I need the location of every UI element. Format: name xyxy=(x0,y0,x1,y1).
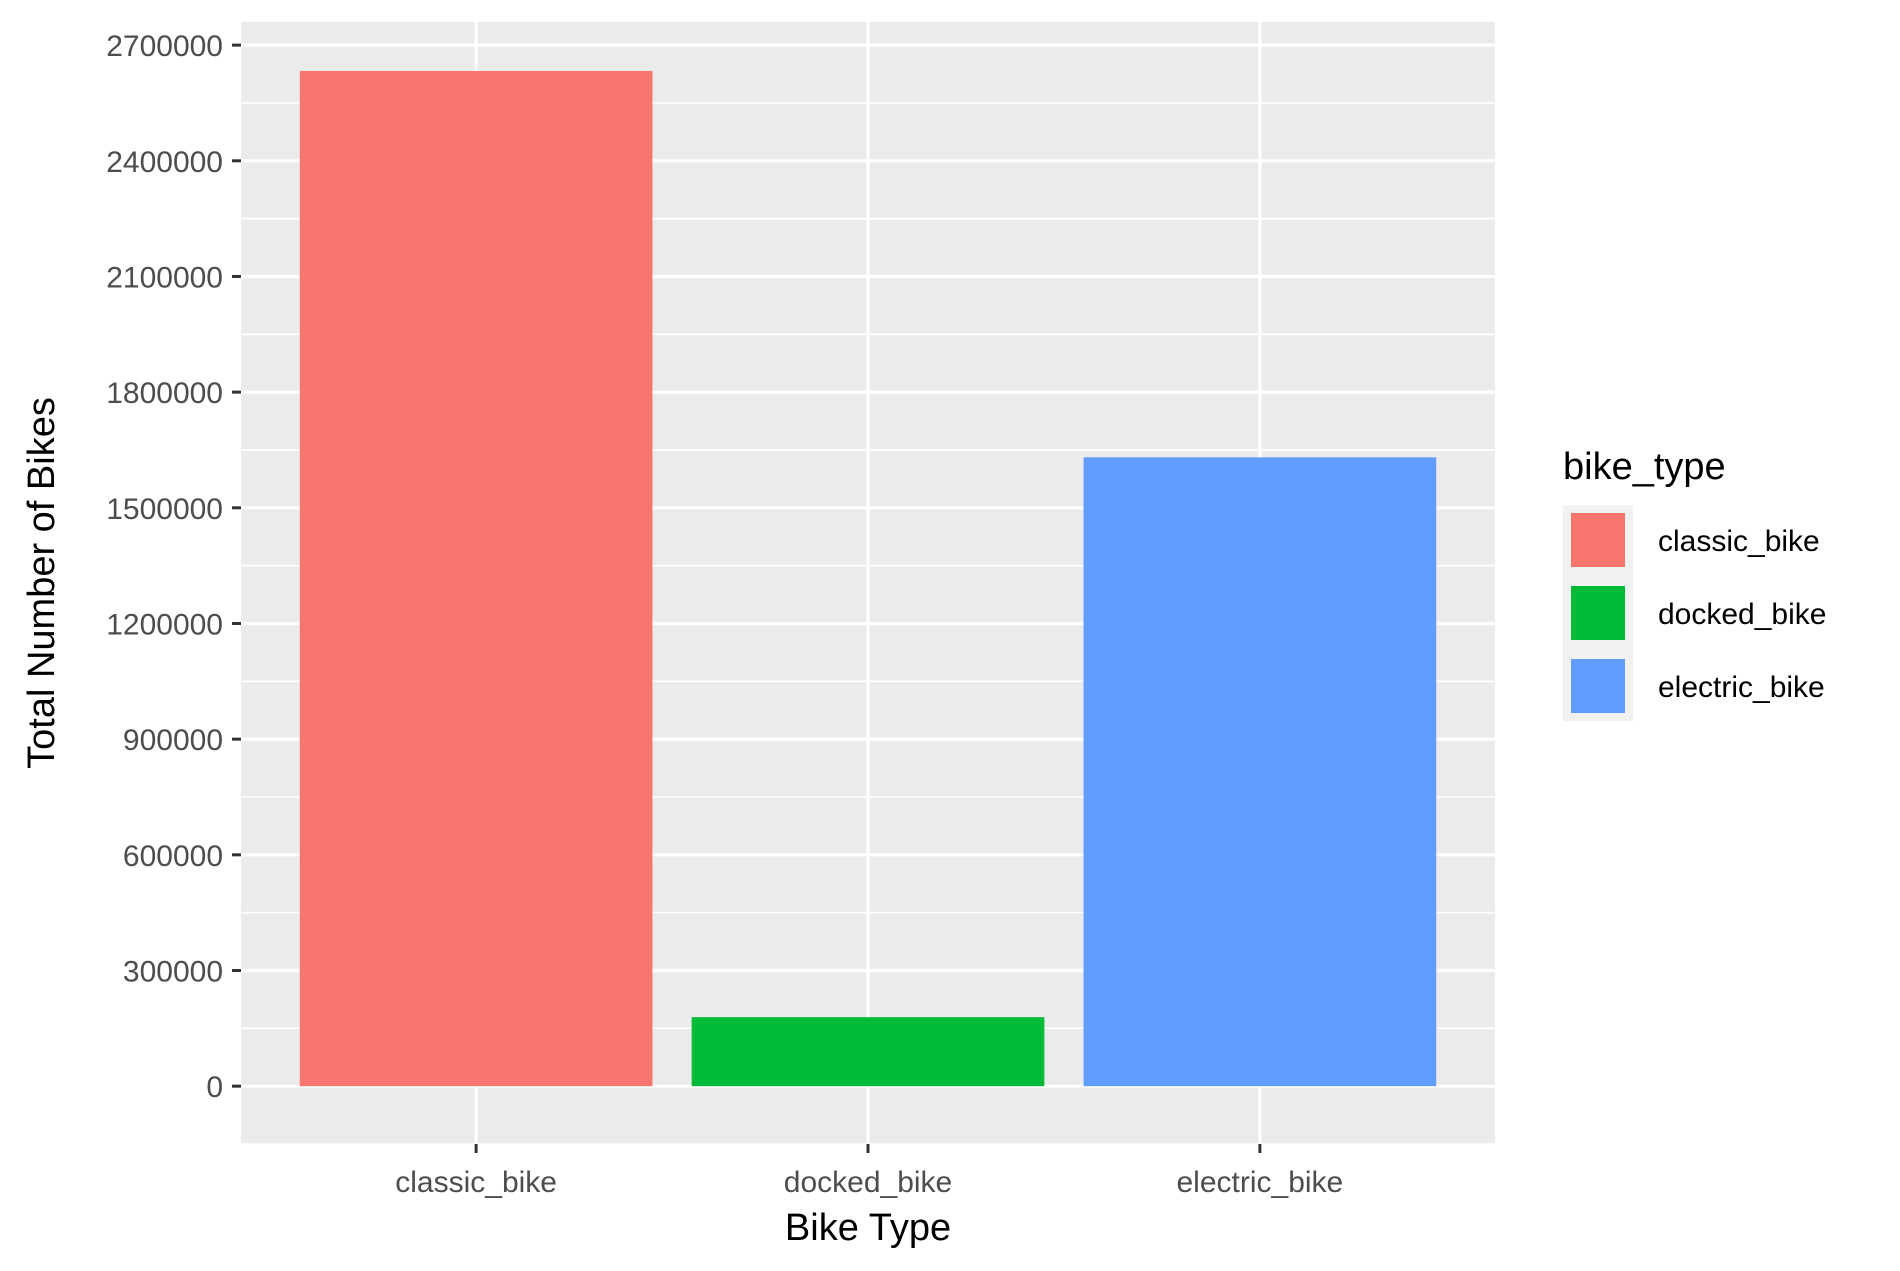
bar-electric-bike xyxy=(1083,457,1437,1087)
y-axis: 0 300000 600000 900000 1200000 1500000 1800000… xyxy=(106,30,241,1104)
y-tick-label: 2700000 xyxy=(106,30,223,63)
y-tick-label: 0 xyxy=(206,1071,223,1104)
legend-keys: classic_bike docked_bike electric_bike xyxy=(1563,505,1826,721)
legend-swatch-docked-bike xyxy=(1571,586,1625,640)
y-tick-label: 1200000 xyxy=(106,608,223,641)
x-tick-label: docked_bike xyxy=(784,1166,952,1199)
bar-classic-bike xyxy=(299,70,653,1087)
legend-title: bike_type xyxy=(1563,446,1726,488)
legend: bike_type classic_bike docked_bikeelectri… xyxy=(1563,446,1826,721)
legend-swatch-electric-bike xyxy=(1571,659,1625,713)
x-tick-label: electric_bike xyxy=(1177,1166,1344,1199)
y-tick-label: 1800000 xyxy=(106,377,223,410)
y-tick-label: 600000 xyxy=(123,840,223,873)
bar-docked-bike xyxy=(691,1017,1045,1087)
x-axis: classic_bike docked_bike electric_bike xyxy=(395,1144,1343,1199)
y-tick-label: 900000 xyxy=(123,724,223,757)
legend-label: docked_bike xyxy=(1658,598,1826,631)
y-tick-label: 1500000 xyxy=(106,493,223,526)
y-tick-label: 300000 xyxy=(123,955,223,988)
bars xyxy=(299,70,1437,1087)
y-axis-title: Total Number of Bikes xyxy=(21,397,63,769)
legend-label: classic_bike xyxy=(1658,525,1820,558)
y-tick-label: 2100000 xyxy=(106,261,223,294)
x-tick-label: classic_bike xyxy=(395,1166,557,1199)
y-tick-label: 2400000 xyxy=(106,146,223,179)
legend-swatch-classic-bike xyxy=(1571,513,1625,567)
legend-label: electric_bike xyxy=(1658,671,1825,704)
x-axis-title: Bike Type xyxy=(785,1207,951,1249)
